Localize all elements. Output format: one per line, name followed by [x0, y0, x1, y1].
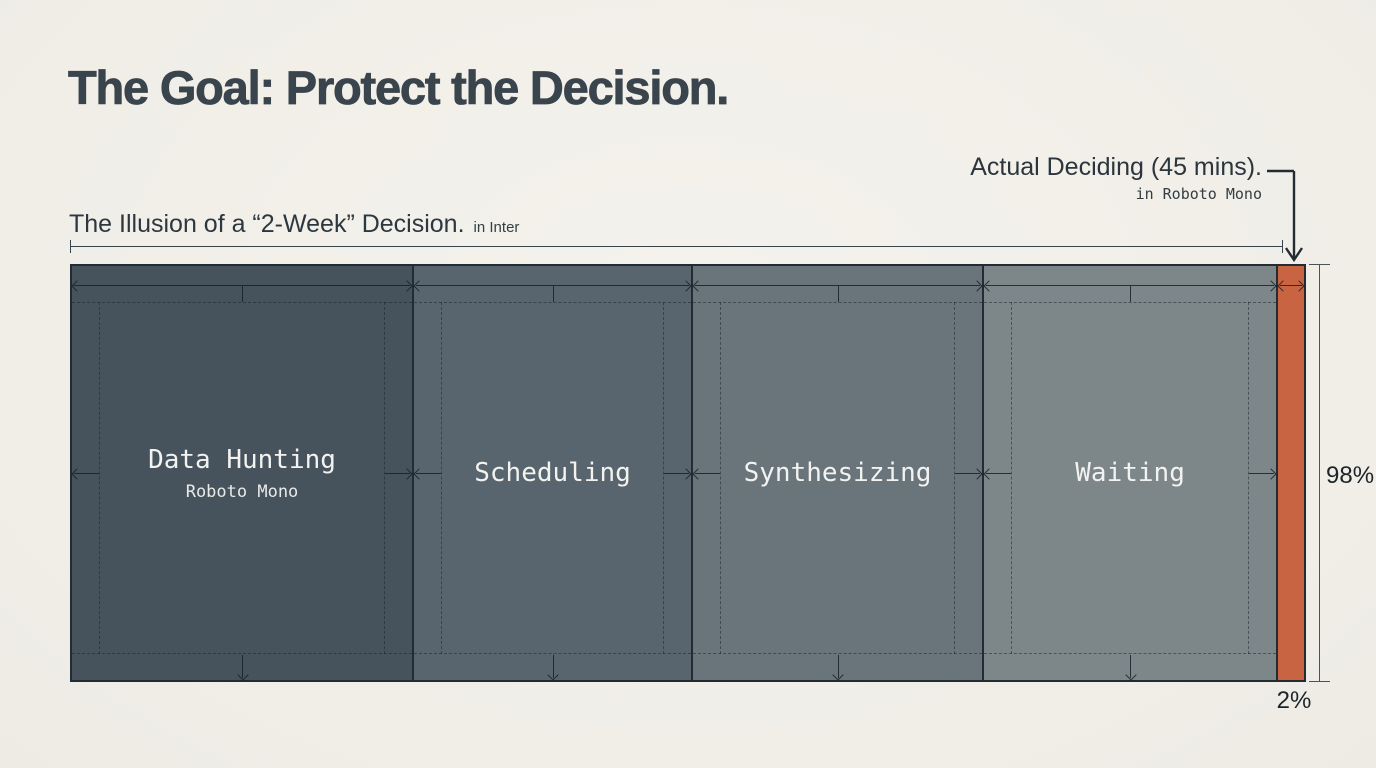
center-tick	[552, 286, 554, 302]
page-title: The Goal: Protect the Decision.	[68, 61, 730, 115]
width-dimension-arrow	[413, 279, 692, 302]
callout-arrow-icon	[1267, 169, 1303, 263]
inset-guide-left	[1011, 302, 1013, 654]
segment-label: Data Hunting Roboto Mono	[148, 444, 336, 502]
callout-actual-deciding: Actual Deciding (45 mins). in Roboto Mon…	[970, 153, 1262, 203]
inset-guide-top	[72, 302, 412, 303]
bar-caption-text: The Illusion of a “2-Week” Decision.	[69, 210, 465, 238]
bottom-center-arrow	[547, 655, 559, 681]
inset-guide-right	[954, 302, 956, 654]
bar-caption-font-note: in Inter	[473, 219, 520, 236]
segment-label: Waiting	[1075, 458, 1185, 488]
inset-guide-left	[441, 302, 442, 654]
arrowhead-left-icon	[1277, 279, 1289, 292]
inset-guide-bottom	[984, 653, 1277, 654]
center-tick	[837, 286, 839, 302]
inset-guide-right	[1248, 302, 1250, 654]
center-tick	[242, 286, 243, 302]
inset-guide-bottom	[414, 653, 692, 654]
segment-label: Synthesizing	[743, 458, 932, 488]
edge-arrow-right	[955, 467, 983, 480]
inset-guide-right	[663, 302, 665, 654]
bottom-center-arrow	[1125, 655, 1137, 681]
edge-arrow-left	[983, 467, 1012, 480]
width-dimension-arrow	[71, 279, 413, 302]
edge-arrow-left	[413, 467, 441, 480]
inset-guide-bottom	[72, 653, 412, 654]
width-dimension-arrow	[983, 279, 1277, 302]
inset-guide-right	[384, 302, 385, 654]
segment-synthesizing: Synthesizing	[692, 266, 985, 681]
inset-guide-left	[720, 302, 722, 654]
edge-arrow-left	[71, 467, 99, 480]
callout-font-note: in Roboto Mono	[1135, 185, 1262, 203]
inset-guide-top	[984, 302, 1277, 303]
width-dimension-arrow	[692, 279, 983, 302]
center-tick	[1130, 286, 1132, 302]
inset-guide-left	[99, 302, 100, 654]
edge-arrow-right	[1249, 467, 1277, 480]
inset-guide-top	[414, 302, 692, 303]
edge-arrow-left	[692, 467, 721, 480]
process-bar: Data Hunting Roboto Mono Scheduling Synthes…	[70, 264, 1306, 682]
bracket-line	[1319, 264, 1320, 682]
segment-label: Scheduling	[474, 458, 631, 488]
edge-arrow-right	[385, 467, 413, 480]
illusion-span-bracket	[70, 240, 1283, 253]
bottom-center-arrow	[832, 655, 844, 681]
deciding-share-label: 2%	[1276, 687, 1312, 714]
segment-data-hunting: Data Hunting Roboto Mono	[71, 266, 414, 681]
inset-guide-top	[693, 302, 983, 303]
width-dimension-arrow	[1277, 279, 1305, 292]
segment-waiting: Waiting	[983, 266, 1279, 681]
callout-text: Actual Deciding (45 mins).	[970, 153, 1262, 181]
bottom-center-arrow	[236, 655, 249, 681]
illusion-share-label: 98%	[1326, 462, 1375, 489]
inset-guide-bottom	[693, 653, 983, 654]
segment-scheduling: Scheduling	[413, 266, 694, 681]
illusion-share-bracket	[1309, 264, 1330, 682]
edge-arrow-right	[664, 467, 692, 480]
bar-caption: The Illusion of a “2-Week” Decision. in I…	[69, 210, 519, 239]
segment-actual-deciding	[1277, 266, 1305, 680]
arrowhead-right-icon	[1293, 279, 1305, 292]
